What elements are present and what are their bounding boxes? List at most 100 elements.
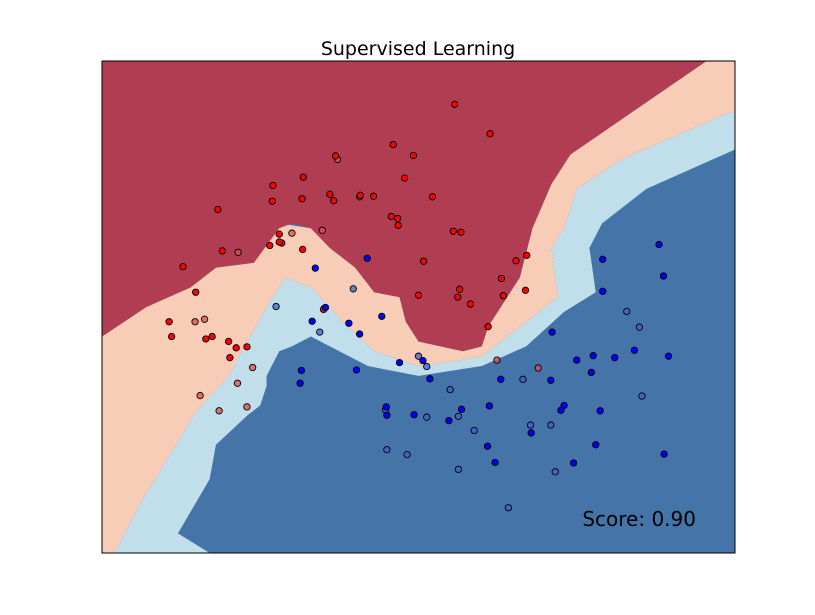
scatter-point-blue	[457, 405, 466, 413]
region-light-red	[102, 61, 735, 553]
scatter-point-blue	[527, 429, 535, 437]
scatter-point-blue-test	[519, 375, 527, 383]
scatter-point-red-test	[200, 315, 209, 323]
scatter-point-blue	[395, 358, 404, 367]
scatter-point-blue-test	[423, 362, 431, 371]
scatter-point-red	[167, 332, 176, 341]
scatter-point-blue-test	[454, 465, 463, 474]
scatter-point-red	[455, 285, 464, 293]
scatter-point-blue-test	[316, 328, 324, 336]
scatter-point-blue	[655, 240, 663, 249]
scatter-point-blue	[560, 401, 568, 410]
scatter-point-red	[298, 195, 306, 203]
scatter-point-red	[389, 140, 397, 149]
scatter-point-blue-test	[423, 413, 431, 421]
scatter-point-red	[266, 241, 274, 250]
scatter-point-red-test	[234, 248, 242, 257]
scatter-point-blue-test	[446, 386, 454, 394]
scatter-point-red	[484, 323, 492, 331]
scatter-point-red	[486, 130, 494, 138]
scatter-point-red-test	[318, 226, 326, 234]
scatter-point-red	[208, 332, 216, 341]
scatter-point-blue	[445, 417, 453, 425]
scatter-point-blue-test	[470, 426, 478, 435]
scatter-point-red-test	[249, 363, 257, 372]
scatter-point-blue	[297, 366, 306, 375]
scatter-point-red	[275, 238, 283, 246]
decision-regions	[102, 61, 735, 553]
scatter-point-red	[356, 191, 364, 199]
scatter-point-blue-test	[454, 412, 463, 420]
scatter-point-red	[512, 257, 520, 265]
scatter-point-blue	[419, 356, 427, 365]
scatter-point-red	[243, 343, 251, 351]
scatter-point-red	[450, 100, 459, 108]
region-strong-red	[102, 61, 707, 352]
scatter-point-red	[394, 221, 402, 229]
scatter-point-blue	[352, 366, 361, 374]
plot-area	[101, 60, 736, 554]
scatter-point-blue-test	[551, 468, 559, 476]
scatter-point-red-test	[534, 364, 542, 372]
scatter-point-blue	[596, 407, 604, 415]
scatter-point-blue-test	[635, 323, 644, 331]
scatter-point-blue	[497, 375, 505, 383]
scatter-point-blue	[483, 442, 492, 450]
data-points	[165, 100, 673, 512]
scatter-point-red	[218, 247, 226, 255]
scatter-point-blue	[587, 368, 595, 377]
scatter-point-red	[165, 318, 173, 326]
scatter-point-blue	[664, 352, 673, 360]
scatter-point-blue-test	[383, 446, 391, 454]
scatter-point-blue	[599, 287, 607, 295]
region-light-blue	[114, 110, 735, 553]
scatter-point-blue	[296, 379, 304, 387]
scatter-point-red	[523, 251, 531, 259]
scatter-point-red-test	[215, 407, 223, 415]
scatter-point-red	[449, 227, 457, 235]
scatter-point-red	[299, 245, 307, 254]
scatter-point-red	[393, 214, 402, 223]
scatter-point-blue	[355, 330, 364, 338]
scatter-point-red	[224, 337, 233, 346]
scatter-point-blue	[547, 376, 555, 384]
scatter-point-blue-test	[638, 392, 646, 400]
scatter-point-blue	[308, 317, 316, 325]
scatter-point-red	[454, 293, 462, 301]
scatter-point-blue	[383, 411, 391, 419]
scatter-point-blue	[363, 254, 371, 262]
scatter-point-blue	[311, 264, 319, 272]
scatter-point-red	[400, 174, 409, 182]
scatter-point-red	[269, 181, 277, 190]
scatter-point-red-test	[493, 356, 501, 364]
scatter-point-blue-test	[526, 421, 535, 429]
scatter-point-blue	[599, 255, 607, 263]
scatter-point-red	[299, 173, 307, 181]
scatter-point-blue	[630, 346, 639, 354]
scatter-point-red	[419, 257, 428, 265]
scatter-point-red	[179, 263, 187, 271]
scatter-point-blue	[569, 459, 578, 467]
scatter-point-blue-test	[547, 421, 555, 429]
scatter-point-blue	[345, 319, 353, 327]
scatter-point-blue	[426, 375, 434, 383]
scatter-point-red	[466, 300, 475, 308]
scatter-point-blue	[611, 354, 619, 362]
scatter-point-blue	[592, 441, 600, 449]
chart-title: Supervised Learning	[321, 38, 515, 60]
scatter-point-red	[409, 151, 418, 160]
scatter-point-red-test	[191, 318, 199, 326]
plot-frame	[101, 60, 736, 554]
scatter-point-blue-test	[623, 307, 631, 316]
scatter-point-blue	[491, 458, 499, 467]
score-annotation: Score: 0.90	[582, 507, 696, 531]
scatter-point-red	[202, 335, 210, 343]
scatter-point-blue	[659, 272, 668, 280]
scatter-point-blue	[548, 328, 556, 336]
scatter-point-red	[369, 192, 378, 200]
scatter-point-blue-test	[403, 450, 411, 459]
scatter-point-red	[387, 212, 395, 221]
scatter-point-red-test	[288, 229, 296, 237]
scatter-point-red-test	[233, 379, 242, 387]
